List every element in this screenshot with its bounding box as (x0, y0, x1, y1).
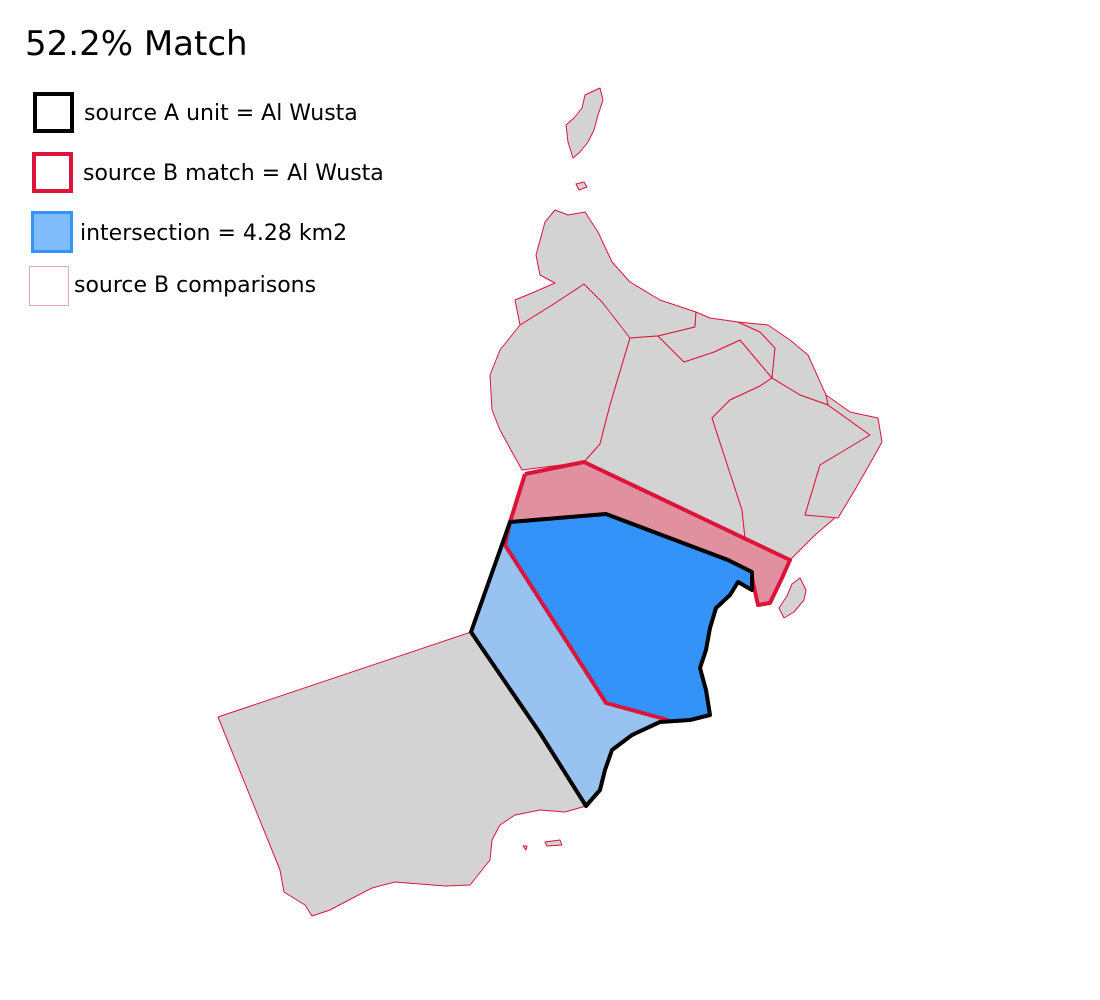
legend-swatch-comparisons (29, 266, 69, 306)
region-musandam (565, 87, 604, 159)
region-dhofar-islet-1 (522, 845, 528, 851)
legend-swatch-source-a (33, 92, 74, 133)
region-dhofar (217, 631, 587, 917)
region-masirah (778, 577, 807, 619)
region-al-batinah (514, 209, 697, 339)
legend-label-source-a: source A unit = Al Wusta (84, 101, 358, 126)
region-ash-sharqiyah-south (804, 394, 883, 519)
source-a-outline (469, 512, 754, 808)
legend-label-source-b: source B match = Al Wusta (83, 161, 384, 186)
legend-swatch-source-b (32, 152, 73, 193)
source-a-only-area (471, 522, 700, 806)
source-b-outline (503, 460, 792, 722)
legend-swatch-intersection (31, 211, 73, 253)
map-title: 52.2% Match (25, 24, 248, 64)
intersection-area (505, 514, 752, 720)
comparison-regions (217, 87, 883, 917)
legend-label-intersection: intersection = 4.28 km2 (80, 221, 348, 246)
legend-label-comparisons: source B comparisons (74, 273, 317, 298)
source-b-only-area (510, 462, 790, 605)
region-musandam-islet (575, 181, 588, 191)
region-dhofar-islet-2 (544, 839, 563, 847)
